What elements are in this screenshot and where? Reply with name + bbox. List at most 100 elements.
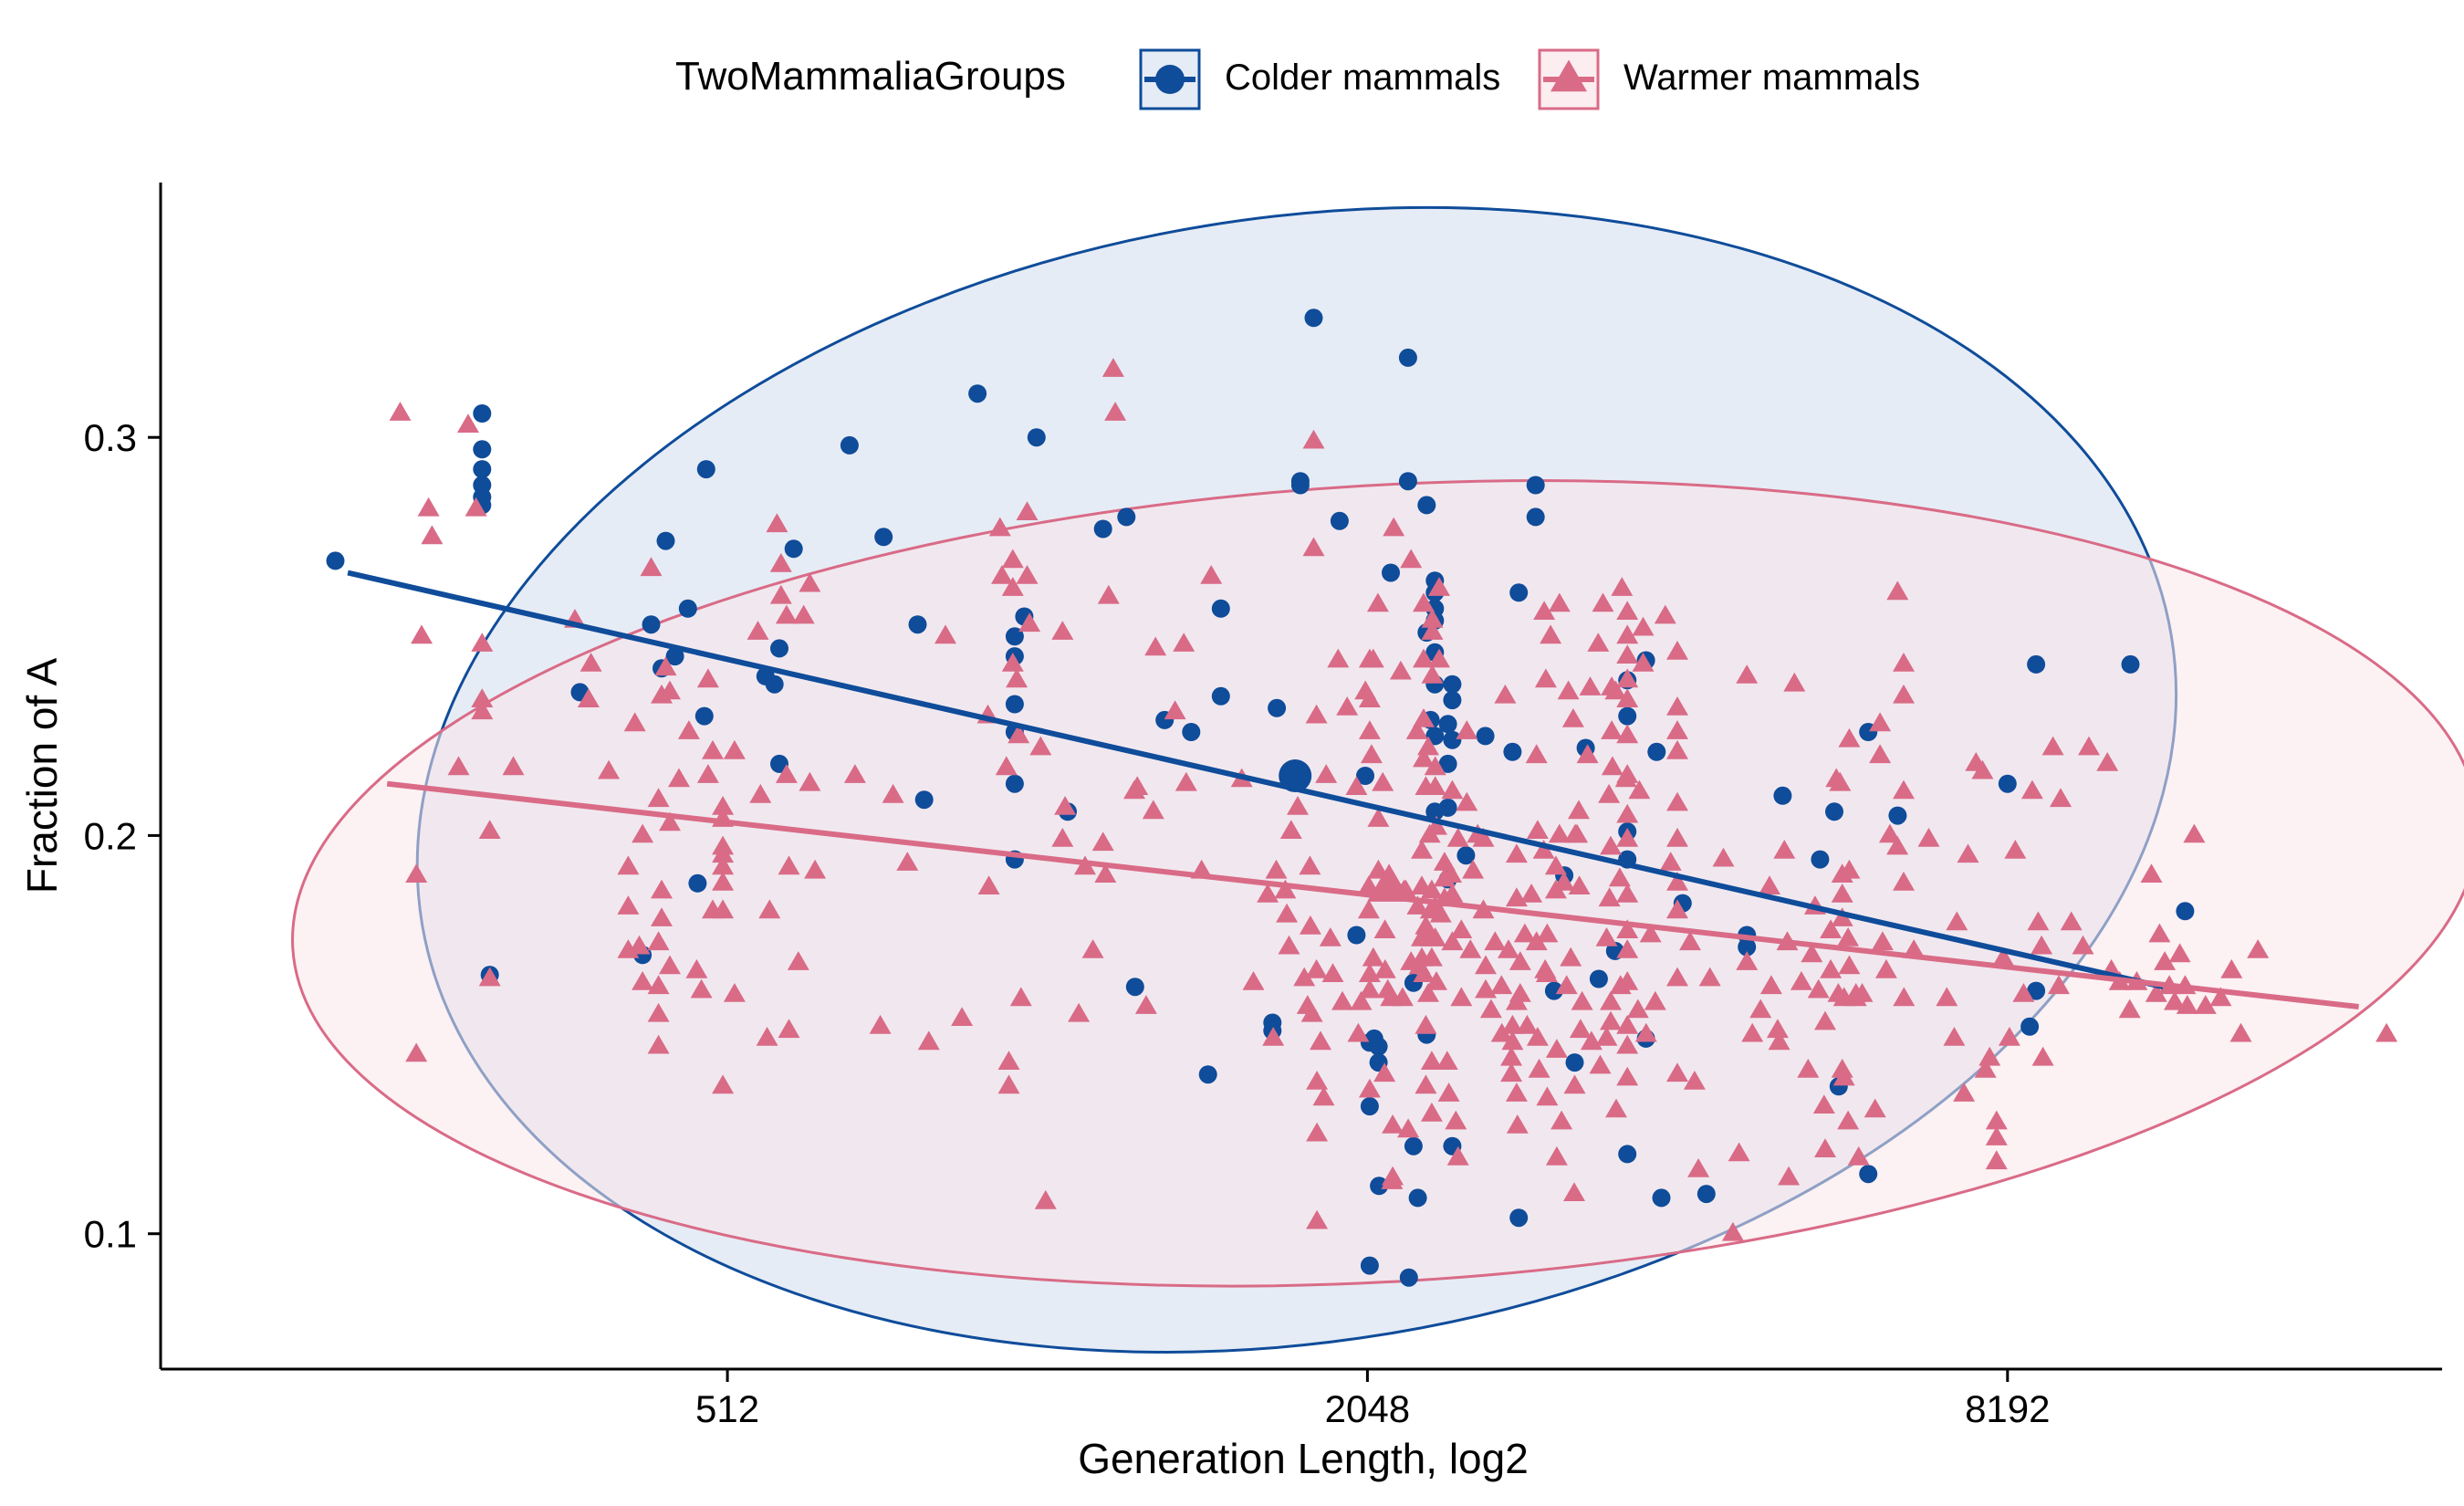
data-point: [1350, 990, 1373, 1010]
data-point: [1563, 1182, 1585, 1201]
data-point: [2050, 788, 2072, 808]
data-point: [1443, 730, 1462, 749]
data-point: [1369, 1037, 1388, 1056]
data-point: [1330, 511, 1349, 530]
data-point: [712, 796, 735, 815]
y-tick-label: 0.1: [84, 1213, 137, 1256]
data-point: [471, 633, 494, 652]
data-point: [1366, 592, 1389, 612]
data-point: [1936, 987, 1958, 1007]
data-point: [678, 599, 697, 618]
data-point: [2072, 935, 2094, 955]
data-point: [1310, 1030, 1331, 1051]
data-point: [1829, 771, 1852, 791]
data-point: [1413, 748, 1435, 768]
data-point: [1741, 1022, 1764, 1042]
data-point: [2020, 779, 2043, 800]
data-point: [1428, 648, 1450, 668]
data-point: [473, 460, 492, 479]
data-point: [1679, 931, 1701, 951]
data-point: [1526, 476, 1545, 495]
data-point: [1563, 1074, 1586, 1094]
data-point: [1304, 309, 1323, 328]
data-point: [1398, 348, 1417, 367]
data-point: [1992, 946, 2015, 967]
regression-lines: [347, 570, 2359, 1009]
data-point: [1985, 1150, 2008, 1170]
data-point: [1666, 640, 1688, 660]
data-point: [1814, 1010, 1836, 1030]
data-point: [1616, 1034, 1639, 1054]
data-point: [1382, 563, 1400, 582]
data-point: [647, 931, 670, 951]
data-point: [1592, 592, 1614, 612]
data-point: [1505, 843, 1528, 863]
data-point: [1811, 850, 1830, 869]
data-point: [1550, 1110, 1573, 1130]
data-point: [1300, 1002, 1323, 1022]
data-point: [1400, 549, 1423, 569]
legend-label: Warmer mammals: [1624, 58, 1920, 98]
data-point: [1164, 700, 1186, 720]
data-point: [647, 975, 670, 995]
data-point: [1516, 1014, 1539, 1034]
data-point: [1420, 1102, 1443, 1122]
data-point: [991, 565, 1013, 584]
data-point: [1540, 624, 1562, 644]
data-point: [2004, 840, 2027, 859]
data-point: [712, 871, 735, 891]
x-axis-ticks: 512 2048 8192: [695, 1369, 2051, 1430]
data-point: [1347, 926, 1366, 945]
data-point: [2060, 911, 2083, 931]
data-point: [1616, 919, 1639, 938]
data-point: [640, 557, 663, 577]
data-point: [1450, 987, 1473, 1007]
data-point: [1600, 835, 1622, 855]
data-point: [1144, 636, 1167, 656]
data-point: [1421, 621, 1444, 640]
data-point: [1173, 633, 1195, 652]
data-point: [1728, 1142, 1750, 1162]
data-point: [417, 497, 440, 517]
data-point: [1616, 688, 1639, 707]
data-point: [1370, 1177, 1389, 1196]
data-point: [1312, 1086, 1335, 1106]
data-point: [696, 764, 719, 783]
data-point: [1893, 684, 1915, 704]
data-point: [1456, 791, 1478, 811]
data-point: [1094, 863, 1117, 883]
data-point: [1441, 779, 1464, 800]
data-point: [896, 852, 919, 871]
data-point: [1397, 1118, 1420, 1138]
data-point: [665, 647, 684, 666]
x-axis-label: Generation Length, log2: [1078, 1435, 1529, 1482]
data-point: [1998, 1027, 2020, 1046]
data-point: [1413, 708, 1435, 727]
data-point: [1142, 800, 1164, 820]
data-point: [1509, 983, 1531, 1002]
data-point: [1526, 820, 1549, 839]
data-point: [1278, 935, 1300, 955]
data-point: [2121, 654, 2140, 674]
legend-title: TwoMammaliaGroups: [675, 54, 1066, 99]
data-point: [1299, 855, 1321, 875]
data-point: [1441, 884, 1464, 903]
data-point: [1446, 827, 1469, 847]
data-point: [702, 739, 724, 759]
data-point: [1001, 653, 1024, 672]
data-point: [1001, 577, 1024, 596]
data-point: [1838, 955, 1861, 975]
data-point: [1601, 756, 1624, 776]
data-point: [1616, 1014, 1639, 1034]
data-point: [1568, 875, 1591, 894]
data-point: [1687, 1158, 1710, 1177]
data-point: [1712, 847, 1735, 867]
data-point: [1498, 939, 1519, 958]
data-point: [1604, 680, 1627, 700]
data-point: [1548, 823, 1571, 843]
data-point: [688, 873, 707, 893]
data-point: [1552, 871, 1575, 891]
regression-line: [347, 570, 2164, 990]
data-point: [1362, 946, 1384, 967]
data-point: [1639, 923, 1662, 943]
